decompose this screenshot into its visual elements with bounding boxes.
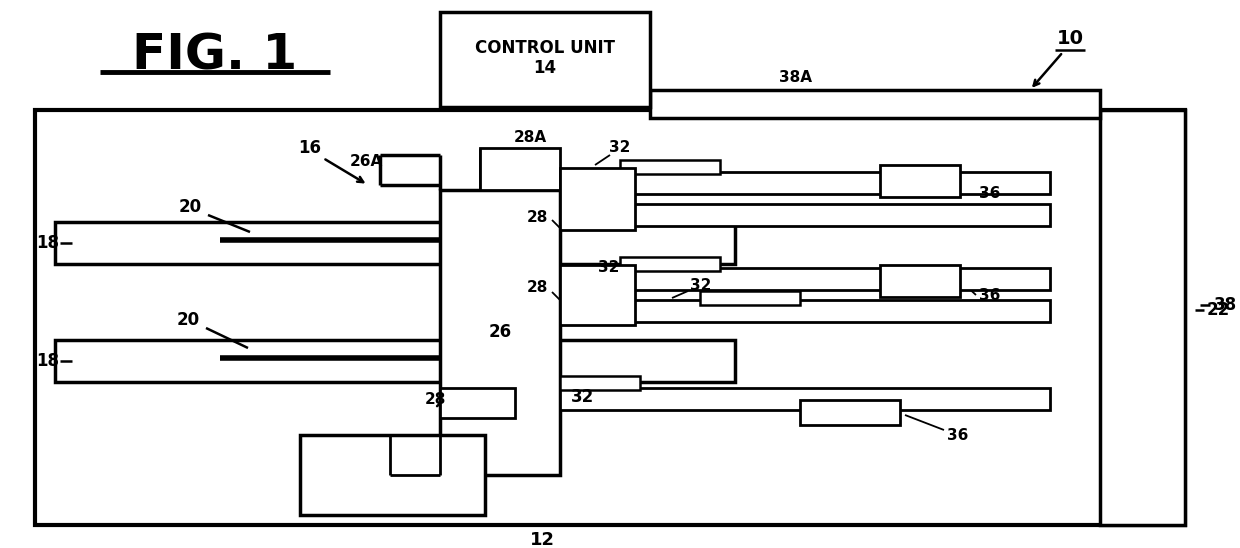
Bar [620, 160, 720, 174]
Bar [560, 168, 635, 230]
Text: 28: 28 [424, 392, 445, 408]
Text: 18: 18 [36, 352, 60, 370]
Bar [55, 340, 735, 382]
Text: 22: 22 [1207, 301, 1230, 319]
Bar [55, 222, 735, 264]
Bar [560, 376, 640, 390]
Bar [560, 172, 1050, 194]
Text: 20: 20 [179, 198, 202, 216]
Text: 38A: 38A [779, 70, 811, 84]
Text: FIG. 1: FIG. 1 [133, 31, 298, 79]
Bar [560, 204, 1050, 226]
Text: 26A: 26A [350, 155, 383, 169]
Text: 18: 18 [36, 234, 60, 252]
Bar [800, 400, 900, 425]
Bar [620, 257, 720, 271]
Text: 32: 32 [598, 260, 619, 276]
Text: 32: 32 [609, 140, 631, 156]
Bar [880, 265, 960, 297]
Text: 20: 20 [176, 311, 200, 329]
Bar [480, 148, 560, 190]
Text: 28A: 28A [513, 130, 547, 146]
Text: CONTROL UNIT
14: CONTROL UNIT 14 [475, 38, 615, 77]
Bar [300, 435, 485, 515]
Bar [701, 291, 800, 305]
Bar [35, 110, 1185, 525]
Text: 28: 28 [527, 281, 548, 295]
Text: 36: 36 [947, 427, 968, 442]
Bar [560, 265, 635, 325]
Bar [440, 388, 515, 418]
Bar [560, 268, 1050, 290]
Bar [650, 90, 1100, 118]
Text: 12: 12 [529, 531, 554, 548]
Text: 32: 32 [570, 388, 594, 406]
Text: 38: 38 [1214, 296, 1236, 314]
Text: 36: 36 [980, 288, 1001, 302]
Bar [880, 165, 960, 197]
Text: 16: 16 [299, 139, 321, 157]
Bar [1100, 110, 1185, 525]
Text: 36: 36 [980, 186, 1001, 201]
Text: 28: 28 [527, 210, 548, 225]
Text: 32: 32 [689, 277, 712, 293]
Text: 26: 26 [489, 323, 512, 341]
Text: 10: 10 [1056, 28, 1084, 48]
Bar [560, 300, 1050, 322]
Bar [560, 388, 1050, 410]
Bar [440, 190, 560, 475]
Bar [440, 12, 650, 107]
